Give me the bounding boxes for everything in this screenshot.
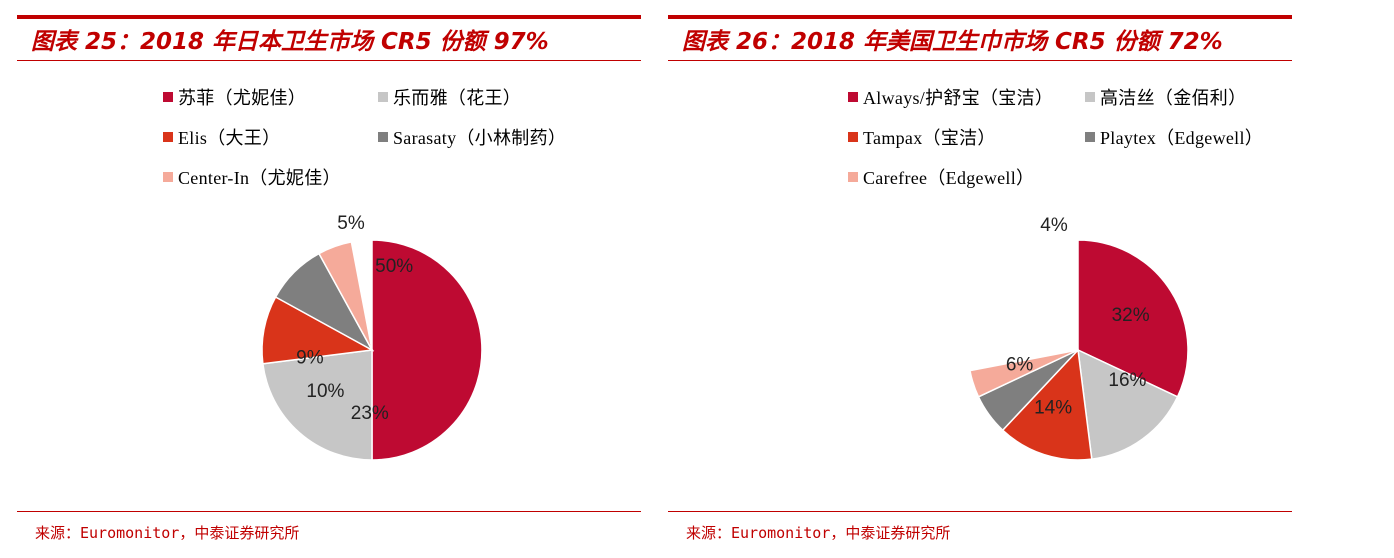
legend-label: Elis（大王） bbox=[178, 128, 281, 148]
slice-data-label: 32% bbox=[1112, 305, 1150, 326]
pie-slice bbox=[969, 349, 1079, 398]
legend-label: Always/护舒宝（宝洁） bbox=[863, 88, 1054, 108]
top-border bbox=[17, 15, 641, 19]
pie-slice bbox=[317, 241, 373, 351]
legend-item: 苏菲（尤妮佳） bbox=[163, 84, 306, 110]
slice-data-label: 14% bbox=[1034, 398, 1072, 419]
legend-swatch bbox=[163, 172, 173, 182]
legend-item: Sarasaty（小林制药） bbox=[378, 124, 566, 150]
pie-slice bbox=[1077, 348, 1179, 460]
legend-label: Sarasaty（小林制药） bbox=[393, 128, 567, 148]
bottom-divider bbox=[17, 511, 641, 512]
legend-swatch bbox=[378, 132, 388, 142]
legend-item: Carefree（Edgewell） bbox=[848, 164, 1034, 190]
legend-swatch bbox=[848, 172, 858, 182]
legend-swatch bbox=[163, 132, 173, 142]
chart-panel-japan: 图表 25：2018 年日本卫生市场 CR5 份额 97% 苏菲（尤妮佳） 乐而… bbox=[17, 0, 641, 558]
slice-data-label: 5% bbox=[337, 213, 365, 234]
pie-chart: 50% 23% 10% 9% 5% bbox=[261, 213, 483, 461]
legend-label: 乐而雅（花王） bbox=[393, 88, 522, 108]
chart-panel-usa: 图表 26：2018 年美国卫生巾市场 CR5 份额 72% Always/护舒… bbox=[668, 0, 1292, 558]
legend-item: 高洁丝（金佰利） bbox=[1085, 84, 1246, 110]
legend-item: Center-In（尤妮佳） bbox=[163, 164, 341, 190]
title-divider bbox=[668, 60, 1292, 61]
legend-swatch bbox=[163, 92, 173, 102]
legend-swatch bbox=[1085, 92, 1095, 102]
slice-data-label: 9% bbox=[296, 348, 324, 369]
slice-data-label: 6% bbox=[1006, 355, 1034, 376]
bottom-divider bbox=[668, 511, 1292, 512]
slice-data-label: 4% bbox=[1040, 215, 1068, 236]
chart-title: 图表 25：2018 年日本卫生市场 CR5 份额 97% bbox=[31, 29, 549, 55]
slice-data-label: 50% bbox=[375, 256, 413, 277]
chart-title: 图表 26：2018 年美国卫生巾市场 CR5 份额 72% bbox=[682, 29, 1223, 55]
pie-slice bbox=[1077, 239, 1189, 398]
legend-item: Elis（大王） bbox=[163, 124, 280, 150]
legend-label: Center-In（尤妮佳） bbox=[178, 168, 341, 188]
slice-data-label: 16% bbox=[1108, 370, 1146, 391]
top-border bbox=[668, 15, 1292, 19]
legend-label: Playtex（Edgewell） bbox=[1100, 128, 1264, 148]
legend-swatch bbox=[378, 92, 388, 102]
legend-swatch bbox=[848, 92, 858, 102]
legend-swatch bbox=[1085, 132, 1095, 142]
legend-item: Playtex（Edgewell） bbox=[1085, 124, 1263, 150]
legend-swatch bbox=[848, 132, 858, 142]
pie-slice bbox=[371, 239, 483, 461]
legend-label: Carefree（Edgewell） bbox=[863, 168, 1035, 188]
pie-chart: 32% 16% 14% 6% 4% bbox=[969, 215, 1189, 461]
legend: 苏菲（尤妮佳） 乐而雅（花王） Elis（大王） Sarasaty（小林制药） … bbox=[17, 84, 641, 194]
source-note: 来源：Euromonitor，中泰证券研究所 bbox=[35, 524, 300, 542]
legend-item: 乐而雅（花王） bbox=[378, 84, 521, 110]
source-note: 来源：Euromonitor，中泰证券研究所 bbox=[686, 524, 951, 542]
legend: Always/护舒宝（宝洁） 高洁丝（金佰利） Tampax（宝洁） Playt… bbox=[668, 84, 1292, 194]
legend-item: Tampax（宝洁） bbox=[848, 124, 996, 150]
legend-label: Tampax（宝洁） bbox=[863, 128, 996, 148]
legend-item: Always/护舒宝（宝洁） bbox=[848, 84, 1053, 110]
slice-data-label: 10% bbox=[306, 381, 344, 402]
title-divider bbox=[17, 60, 641, 61]
slice-data-label: 23% bbox=[351, 403, 389, 424]
pie-slice bbox=[1001, 348, 1093, 461]
legend-label: 苏菲（尤妮佳） bbox=[178, 88, 307, 108]
legend-label: 高洁丝（金佰利） bbox=[1100, 88, 1247, 108]
pie-slice bbox=[262, 349, 373, 461]
